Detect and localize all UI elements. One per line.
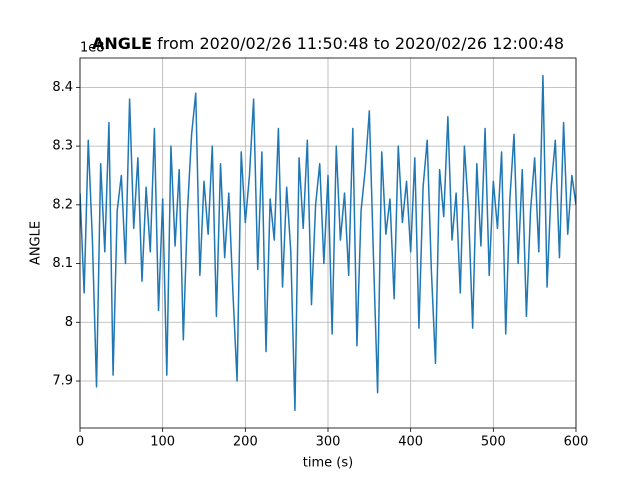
x-tick-label: 200	[233, 435, 258, 450]
data-line	[80, 74, 576, 412]
title-rest: from 2020/02/26 11:50:48 to 2020/02/26 1…	[152, 34, 564, 53]
x-tick-label: 0	[76, 435, 84, 450]
x-tick-label: 400	[398, 435, 423, 450]
y-tick-label: 8.2	[52, 197, 73, 212]
y-tick-label: 8.1	[52, 256, 73, 271]
x-tick-label: 300	[316, 435, 341, 450]
x-tick-label: 100	[150, 435, 175, 450]
title-bold: ANGLE	[92, 34, 152, 53]
axes-frame	[79, 57, 577, 429]
y-axis-label: ANGLE	[29, 221, 44, 265]
y-tick-label: 7.9	[52, 374, 73, 389]
x-tick-label: 500	[481, 435, 506, 450]
chart-title: ANGLE from 2020/02/26 11:50:48 to 2020/0…	[92, 34, 564, 53]
x-tick-label: 600	[564, 435, 589, 450]
x-axis-label: time (s)	[303, 456, 353, 471]
y-tick-label: 8.3	[52, 139, 73, 154]
y-offset-label: 1e8	[80, 41, 105, 56]
y-tick-label: 8	[65, 315, 73, 330]
y-tick-label: 8.4	[52, 80, 73, 95]
